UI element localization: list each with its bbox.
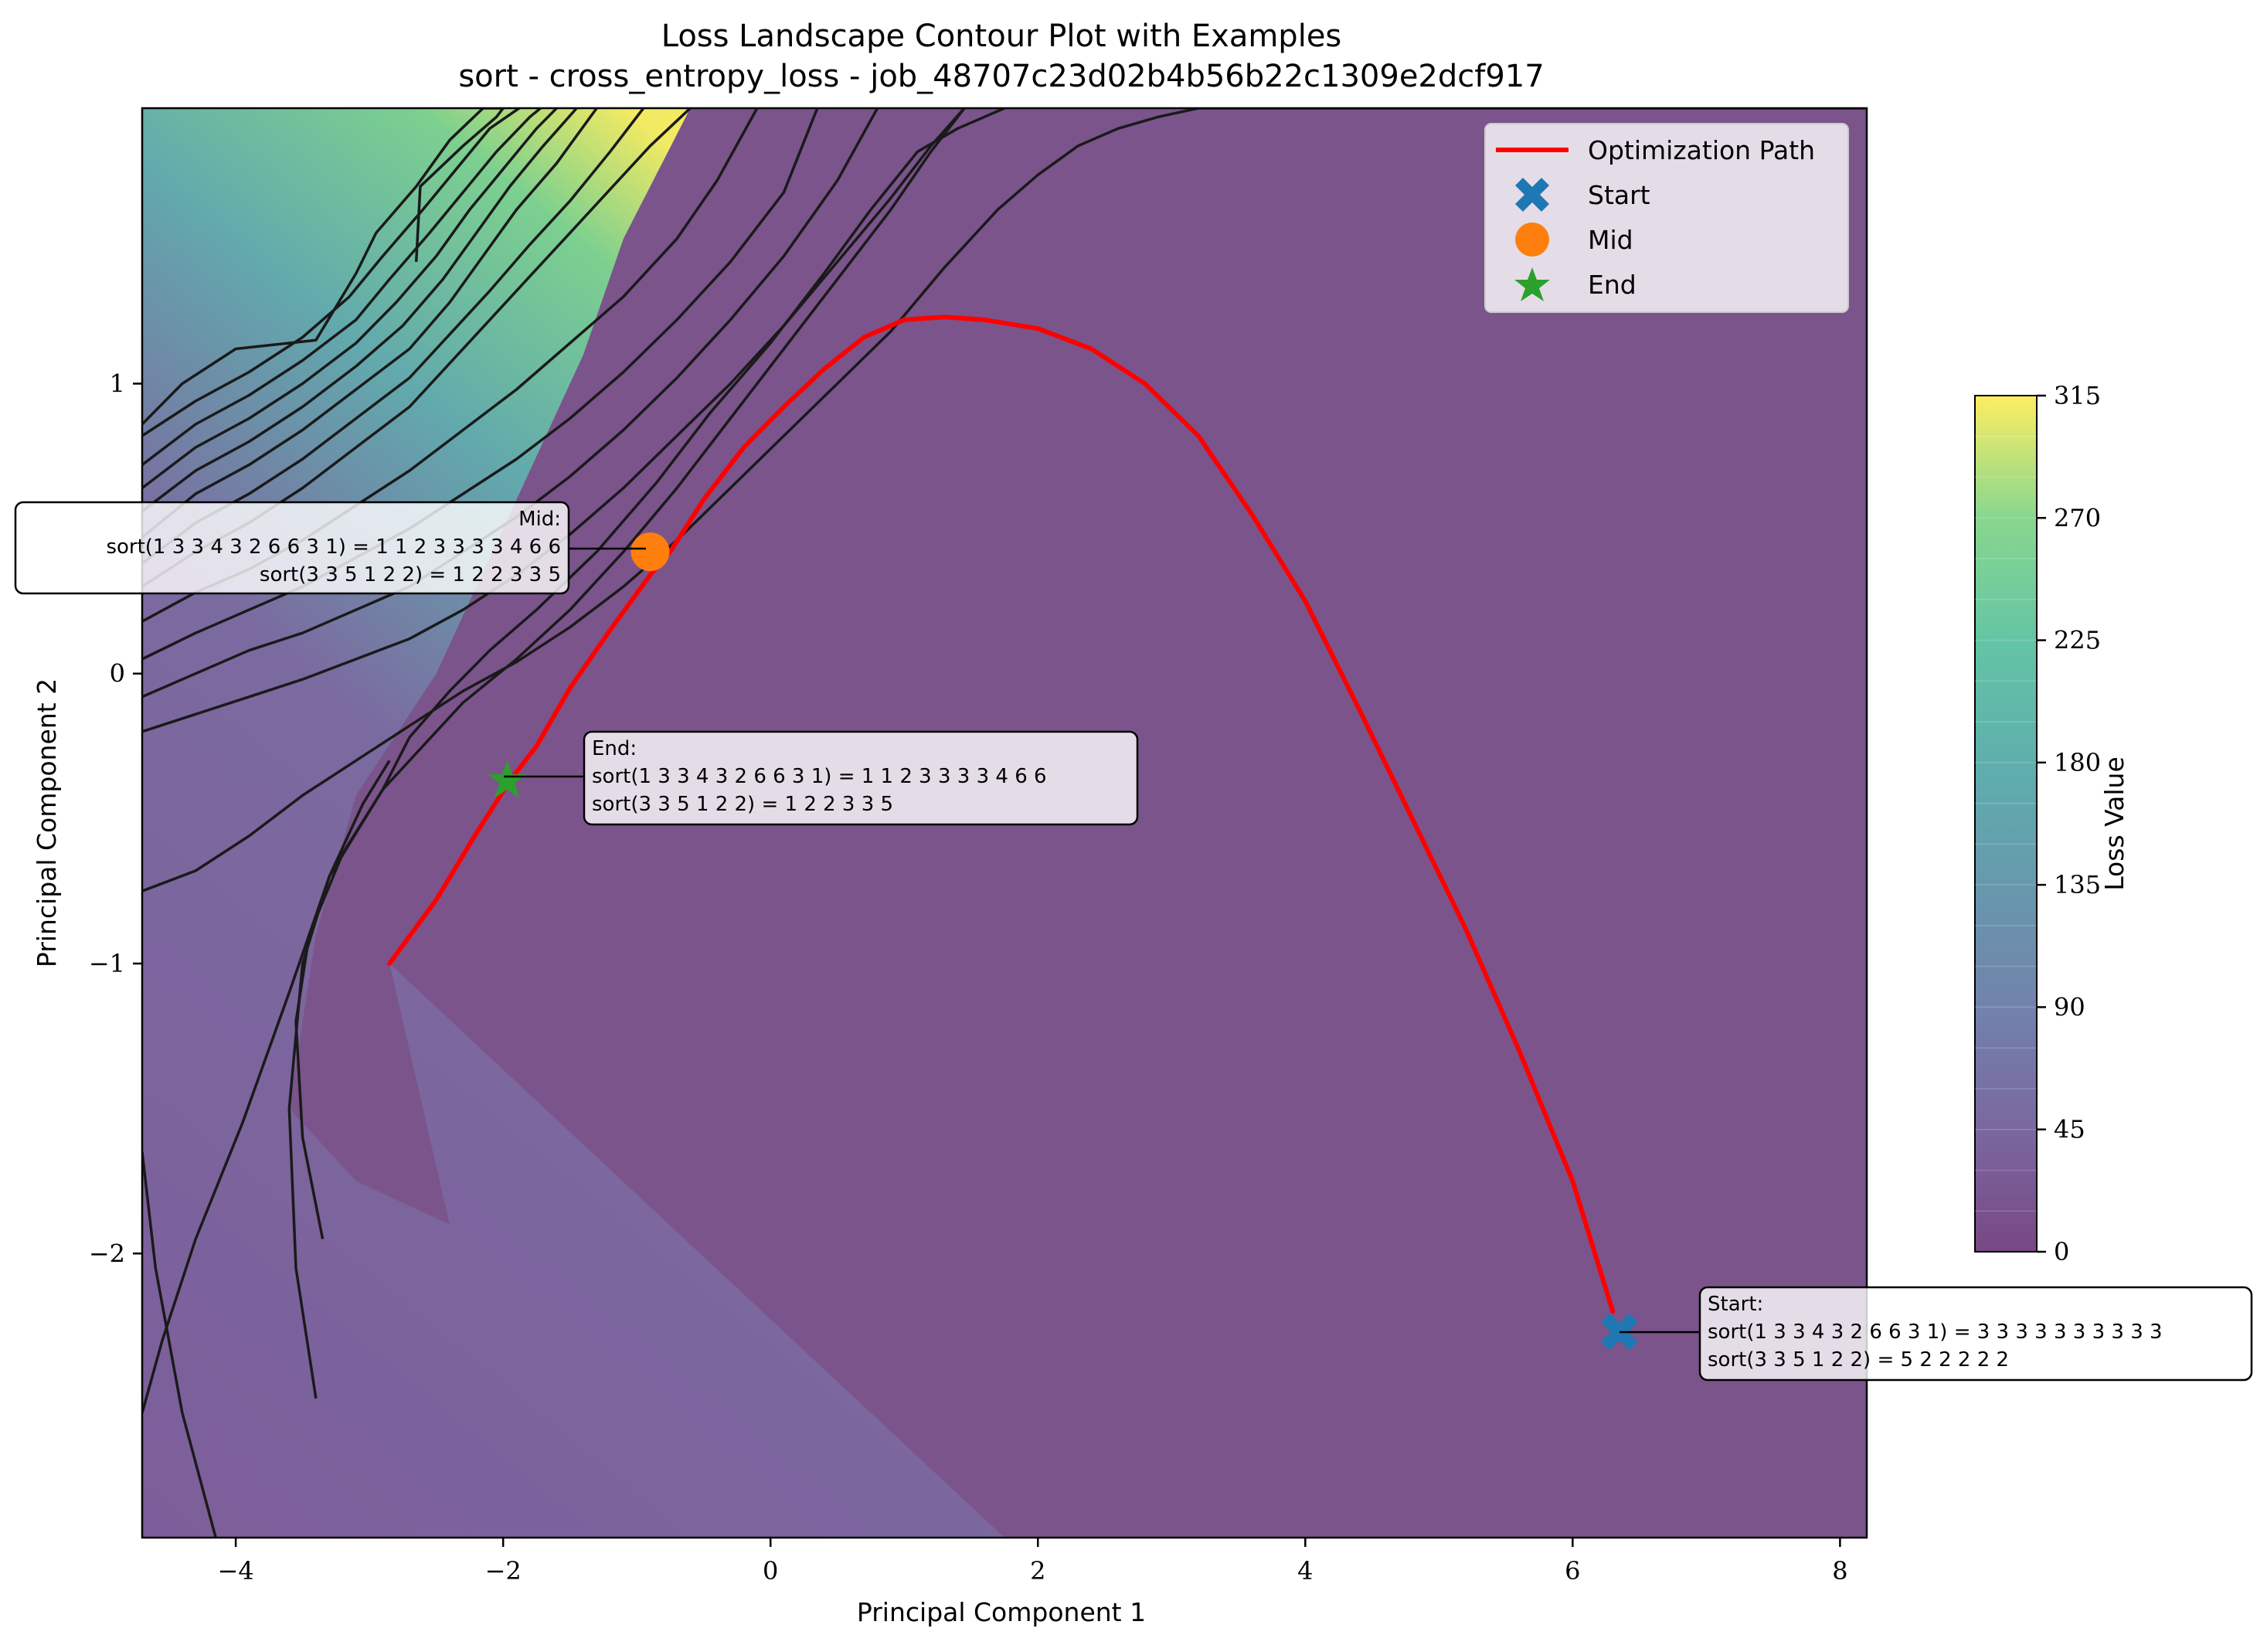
start-marker <box>1600 1313 1638 1351</box>
colorbar-tick-label: 315 <box>2054 381 2101 410</box>
contour-line-8 <box>414 108 505 262</box>
colorbar: 0 45 90 135 180 225 270 315 Loss Value <box>1974 381 2129 1266</box>
mid-marker <box>630 532 670 572</box>
colorbar-label: Loss Value <box>2099 756 2129 891</box>
contour-line-5 <box>142 108 542 466</box>
contour-line-12 <box>142 108 966 733</box>
contour-line-17 <box>142 760 391 1414</box>
annotation-end-box <box>583 730 1139 826</box>
x-tick-label: 8 <box>1832 1556 1847 1586</box>
x-tick-label: 2 <box>1030 1556 1045 1586</box>
mid-marker-circle <box>630 532 670 572</box>
annotation-start-line2: sort(3 3 5 1 2 2) = 5 2 2 2 2 2 <box>1708 1348 2009 1372</box>
contour-line-3 <box>142 108 578 512</box>
x-tick-label: 6 <box>1565 1556 1580 1586</box>
y-tick-label: −1 <box>89 949 125 978</box>
annotation-end-header: End: <box>592 737 637 760</box>
contour-line-4 <box>142 108 558 489</box>
contour-line-1 <box>142 108 645 565</box>
legend-end-icon <box>1514 267 1550 301</box>
colorbar-tick-label: 90 <box>2054 992 2085 1021</box>
x-tick-label: 0 <box>763 1556 778 1586</box>
annotation-mid-box <box>14 501 570 595</box>
legend-label-end: End <box>1588 270 1637 300</box>
annotation-start: Start: sort(1 3 3 4 3 2 6 6 3 1) = 3 3 3… <box>1620 1286 2253 1382</box>
y-tick-label: −2 <box>89 1239 125 1268</box>
y-axis-ticks: −2 −1 0 1 <box>89 369 142 1268</box>
annotation-start-box <box>1698 1286 2253 1382</box>
colorbar-tick-label: 270 <box>2054 503 2101 532</box>
annotation-start-line1: sort(1 3 3 4 3 2 6 6 3 1) = 3 3 3 3 3 3 … <box>1708 1321 2163 1344</box>
title-group: Loss Landscape Contour Plot with Example… <box>458 19 1544 94</box>
contour-line-2 <box>142 108 598 539</box>
chart-title: Loss Landscape Contour Plot with Example… <box>661 19 1342 54</box>
colorbar-tick-label: 45 <box>2054 1115 2085 1144</box>
optimization-path-line <box>387 314 1616 1314</box>
start-marker-x <box>1600 1313 1638 1351</box>
annotation-mid-line2: sort(3 3 5 1 2 2) = 1 2 2 3 3 5 <box>260 563 561 586</box>
annotation-end: End: sort(1 3 3 4 3 2 6 6 3 1) = 1 1 2 3… <box>504 730 1139 826</box>
x-axis-label: Principal Component 1 <box>857 1597 1146 1627</box>
marker-layer <box>488 532 1638 1351</box>
optimization-path-layer <box>387 314 1616 1314</box>
annotation-end-line1: sort(1 3 3 4 3 2 6 6 3 1) = 1 1 2 3 3 3 … <box>592 765 1047 788</box>
contour-line-7 <box>142 108 504 426</box>
chart-subtitle: sort - cross_entropy_loss - job_48707c23… <box>458 59 1544 94</box>
colorbar-tick-label: 225 <box>2054 626 2101 655</box>
contour-line-6 <box>142 108 520 437</box>
end-marker-star <box>488 760 527 798</box>
legend-label-start: Start <box>1588 180 1650 210</box>
end-marker <box>488 760 527 798</box>
colorbar-level-bands <box>1975 436 2037 1212</box>
legend-mid-icon <box>1515 223 1549 257</box>
annotation-mid-header: Mid: <box>518 508 561 531</box>
legend-box <box>1484 123 1849 313</box>
colorbar-ticks: 0 45 90 135 180 225 270 315 <box>2037 381 2101 1266</box>
contour-line-13 <box>142 108 1867 892</box>
colorbar-tick-label: 180 <box>2054 748 2101 777</box>
annotation-mid-line1: sort(1 3 3 4 3 2 6 6 3 1) = 1 1 2 3 3 3 … <box>106 535 561 559</box>
legend-start-icon <box>1515 178 1549 212</box>
contour-line-10 <box>142 108 819 661</box>
annotation-end-line2: sort(3 3 5 1 2 2) = 1 2 2 3 3 5 <box>592 793 893 816</box>
contour-line-14 <box>287 108 966 1399</box>
legend-label-path: Optimization Path <box>1588 135 1815 165</box>
contour-line-16 <box>142 1151 217 1538</box>
colorbar-tick-label: 0 <box>2054 1237 2069 1266</box>
y-tick-label: 0 <box>110 659 125 688</box>
colorbar-tick-label: 135 <box>2054 870 2101 899</box>
annotation-start-header: Start: <box>1708 1293 1763 1316</box>
y-axis-label: Principal Component 2 <box>32 678 62 967</box>
x-tick-label: −4 <box>218 1556 254 1586</box>
x-tick-label: 4 <box>1297 1556 1313 1586</box>
y-tick-label: 1 <box>110 369 125 398</box>
plot-frame <box>141 107 1868 1539</box>
legend: Optimization Path Start Mid End <box>1484 123 1849 313</box>
x-axis-ticks: −4 −2 0 2 4 6 8 <box>218 1538 1848 1586</box>
legend-label-mid: Mid <box>1588 225 1633 255</box>
colorbar-scale <box>1974 395 2038 1253</box>
x-tick-label: −2 <box>485 1556 522 1586</box>
annotation-mid: Mid: sort(1 3 3 4 3 2 6 6 3 1) = 1 1 2 3… <box>14 501 646 595</box>
